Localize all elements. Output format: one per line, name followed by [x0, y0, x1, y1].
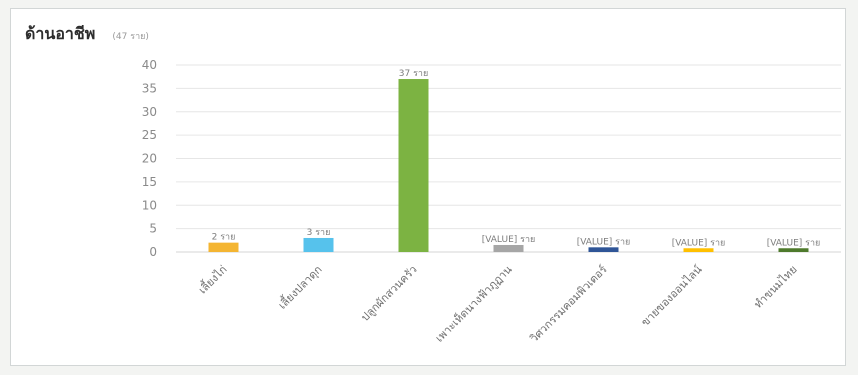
data-label: [VALUE] ราย [577, 237, 631, 247]
data-label: [VALUE] ราย [672, 238, 726, 248]
y-tick-label: 15 [142, 175, 157, 189]
x-tick-label: เพาะเห็ดนางฟ้าภูฏาน [432, 262, 515, 345]
chart-panel: ด้านอาชีพ (47 ราย) 0 5 10 15 20 25 30 35 40 2 ราย… [10, 8, 846, 366]
bar [303, 237, 334, 252]
chart-header: ด้านอาชีพ (47 ราย) [25, 22, 149, 47]
y-tick-label: 20 [142, 152, 157, 166]
bar [398, 79, 429, 253]
x-tick-label: วิศวกรรมคอมพิวเตอร์ [527, 263, 610, 346]
x-tick-label: ขายของออนไลน์ [639, 263, 705, 329]
bar [588, 247, 619, 252]
bar [208, 242, 239, 252]
bar [683, 248, 714, 252]
data-label: [VALUE] ราย [767, 238, 821, 248]
y-tick-label: 0 [149, 245, 157, 259]
x-tick-label: เลี้ยงปลาดุก [274, 262, 324, 312]
chart-title: ด้านอาชีพ [25, 24, 96, 43]
y-tick-label: 40 [142, 58, 157, 72]
y-tick-label: 30 [142, 105, 157, 119]
chart-subtitle: (47 ราย) [112, 32, 149, 42]
bar [493, 244, 524, 252]
y-tick-label: 10 [142, 198, 157, 212]
x-tick-label: ทำขนมไทย [752, 263, 800, 311]
x-tick-label: ปลูกผักสวนครัว [359, 263, 420, 324]
x-tick-label: เลี้ยงไก่ [195, 262, 230, 297]
bar [778, 248, 809, 252]
y-tick-label: 35 [142, 81, 157, 95]
data-label: 2 ราย [212, 233, 236, 243]
data-label: 37 ราย [399, 69, 428, 79]
y-tick-label: 25 [142, 128, 157, 142]
data-label: [VALUE] ราย [482, 235, 536, 245]
y-tick-label: 5 [149, 222, 157, 236]
data-label: 3 ราย [307, 228, 331, 238]
